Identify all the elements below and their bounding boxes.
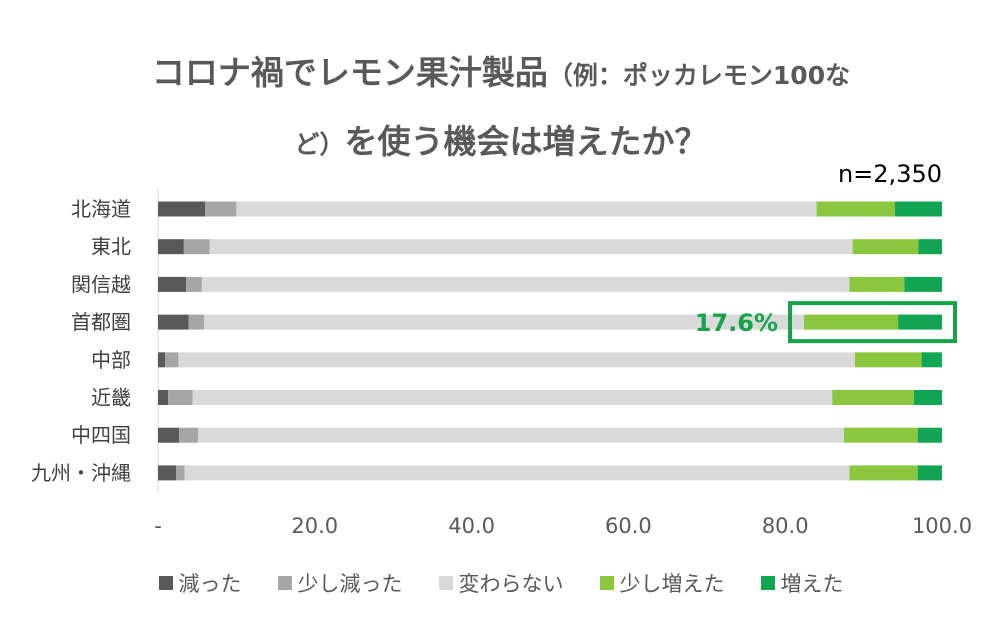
bar-segment-2 (165, 352, 179, 368)
bar-segment-1 (158, 390, 169, 405)
bar-segment-5 (904, 276, 942, 292)
x-tick-label: - (154, 514, 162, 538)
legend-item: 少し減った (277, 568, 403, 598)
highlight-label: 17.6% (695, 309, 778, 337)
category-label: 中部 (91, 348, 131, 372)
title-main-1: コロナ禍でレモン果汁製品 (151, 53, 548, 92)
chart-legend: 減った 少し減った 変わらない 少し増えた 増えた (0, 568, 1002, 598)
bar-segment-4 (852, 239, 919, 255)
category-label: 東北 (91, 235, 131, 259)
chart-title-line-2: ど）を使う機会は増えたか？ (0, 115, 1002, 163)
legend-item: 増えた (760, 568, 844, 598)
bar-segment-4 (849, 276, 905, 292)
x-tick-label: 40.0 (448, 514, 495, 538)
legend-swatch (599, 576, 614, 590)
bar-segment-3 (184, 465, 850, 481)
bar-segment-4 (816, 201, 895, 217)
bar-segment-2 (186, 276, 202, 292)
highlight-box (788, 301, 957, 344)
bar-segment-2 (179, 427, 198, 443)
title-main-2: を使う機会は増えたか？ (344, 122, 708, 161)
category-label: 九州・沖縄 (31, 461, 131, 485)
bar-segment-3 (201, 276, 850, 292)
legend-swatch (438, 576, 453, 590)
bar-segment-2 (205, 201, 237, 217)
title-paren-1: （例：ポッカレモン100な (547, 61, 851, 90)
category-label: 近畿 (91, 386, 131, 410)
legend-item: 少し増えた (599, 568, 725, 598)
title-paren-2: ど） (294, 130, 345, 159)
bar-segment-1 (158, 239, 184, 255)
bar-segment-5 (894, 201, 942, 217)
bar-segment-5 (917, 427, 942, 443)
bar-segment-2 (188, 314, 205, 330)
bar-segment-1 (158, 314, 189, 330)
bar-segment-3 (197, 427, 844, 443)
bar-segment-3 (204, 314, 805, 330)
legend-swatch (760, 576, 775, 590)
bar-segment-4 (849, 465, 918, 481)
bar-segment-4 (844, 427, 918, 443)
x-tick-label: 20.0 (291, 514, 338, 538)
legend-label: 少し増えた (619, 572, 725, 596)
bar-segment-4 (832, 390, 914, 405)
bar-segment-2 (168, 390, 193, 405)
bar-segment-3 (209, 239, 853, 255)
legend-label: 増えた (780, 572, 844, 596)
bar-segment-3 (236, 201, 817, 217)
bar-segment-3 (178, 352, 855, 368)
legend-label: 少し減った (297, 572, 403, 596)
bar-segment-5 (917, 465, 942, 481)
bar-segment-1 (158, 276, 187, 292)
sample-size-note: n=2,350 (837, 160, 942, 188)
bar-segment-5 (918, 239, 942, 255)
legend-swatch (158, 576, 173, 590)
category-label: 首都圏 (71, 310, 131, 334)
legend-label: 変わらない (458, 572, 564, 596)
category-label: 関信越 (71, 272, 131, 296)
bar-segment-1 (158, 427, 180, 443)
category-label: 北海道 (71, 197, 131, 221)
x-tick-label: 100.0 (912, 514, 972, 538)
bar-segment-1 (158, 465, 177, 481)
x-tick-label: 80.0 (762, 514, 809, 538)
bar-segment-5 (898, 314, 942, 330)
bar-segment-5 (913, 390, 942, 405)
bar-segment-3 (192, 390, 833, 405)
legend-item: 変わらない (438, 568, 564, 598)
legend-item: 減った (158, 568, 242, 598)
bar-segment-2 (176, 465, 185, 481)
category-label: 中四国 (71, 423, 131, 447)
legend-label: 減った (178, 572, 242, 596)
bar-segment-2 (183, 239, 210, 255)
bar-segment-1 (158, 352, 166, 368)
bar-segment-1 (158, 201, 206, 217)
chart-title-line-1: コロナ禍でレモン果汁製品（例：ポッカレモン100な (0, 46, 1002, 94)
x-tick-label: 60.0 (605, 514, 652, 538)
bar-segment-4 (804, 314, 899, 330)
legend-swatch (277, 576, 292, 590)
bar-segment-5 (921, 352, 942, 368)
bar-segment-4 (854, 352, 922, 368)
